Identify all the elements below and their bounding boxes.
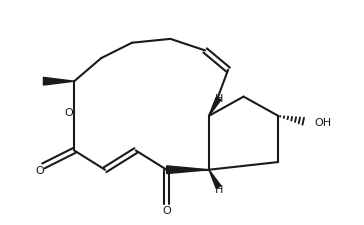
Polygon shape (43, 78, 74, 86)
Polygon shape (167, 166, 209, 174)
Polygon shape (209, 98, 221, 116)
Polygon shape (209, 170, 221, 189)
Text: O: O (35, 165, 44, 175)
Text: O: O (64, 108, 73, 117)
Text: H: H (215, 184, 223, 194)
Text: OH: OH (315, 117, 332, 127)
Text: H: H (215, 93, 223, 103)
Text: O: O (162, 205, 171, 215)
